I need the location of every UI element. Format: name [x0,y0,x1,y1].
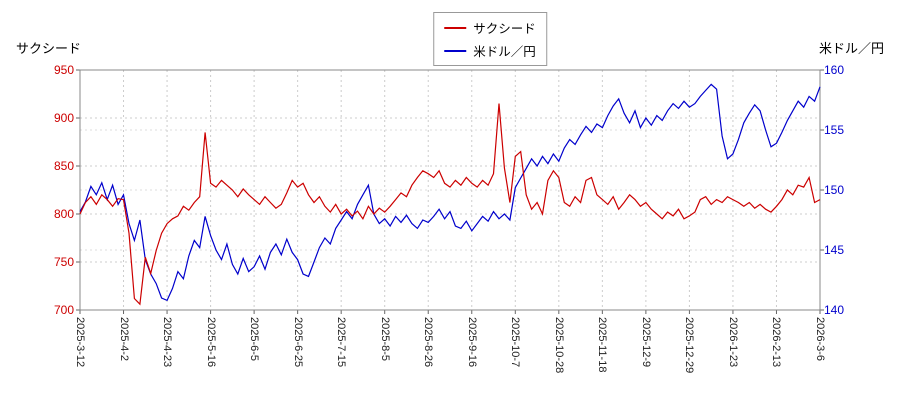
x-tick-label: 2026-2-13 [770,317,783,368]
x-tick-label: 2025-6-25 [291,317,304,368]
y-axis-label-left: 750 [53,255,74,269]
y-axis-label-right: 160 [824,63,845,77]
y-axis-label-left: 900 [53,111,74,125]
legend-item-usdjpy: 米ドル／円 [444,41,536,60]
y-axis-label-left: 950 [53,63,74,77]
legend-item-succeed: サクシード [444,18,536,37]
x-tick-label: 2025-3-12 [74,317,86,368]
left-axis-title: サクシード [16,41,82,56]
legend-label-succeed: サクシード [473,22,536,36]
x-tick-label: 2025-8-26 [422,317,435,368]
x-tick-label: 2025-10-7 [509,317,522,368]
x-tick-label: 2025-7-15 [335,317,348,368]
x-tick-label: 2025-6-5 [248,317,261,362]
x-tick-label: 2025-11-18 [596,317,609,373]
right-axis-title: 米ドル／円 [818,41,884,56]
legend-line-blue-icon [444,49,467,52]
x-tick-label: 2025-12-29 [683,317,696,374]
x-tick-label: 2026-3-6 [814,317,826,362]
x-tick-label: 2026-1-23 [726,317,739,368]
legend-label-usdjpy: 米ドル／円 [473,45,536,59]
y-axis-label-left: 800 [53,207,74,221]
y-axis-label-right: 145 [824,243,845,257]
x-tick-label: 2025-9-16 [465,317,478,368]
x-tick-label: 2025-4-2 [117,317,130,362]
x-tick-label: 2025-5-16 [204,317,217,368]
y-axis-label-left: 700 [53,303,74,317]
y-axis-label-right: 155 [824,123,845,137]
series-line-usdjpy [79,83,821,302]
x-tick-label: 2025-12-9 [639,317,652,368]
y-axis-label-left: 850 [53,159,74,173]
legend-line-red-icon [444,26,467,29]
x-tick-label: 2025-8-5 [378,317,391,362]
y-axis-label-right: 140 [824,303,845,317]
x-tick-label: 2025-4-23 [161,317,174,368]
x-tick-label: 2025-10-28 [552,317,565,374]
y-axis-label-right: 150 [824,183,845,197]
legend: サクシード 米ドル／円 [433,12,547,66]
plot-border [79,69,821,311]
series-line-succeed [79,103,821,306]
